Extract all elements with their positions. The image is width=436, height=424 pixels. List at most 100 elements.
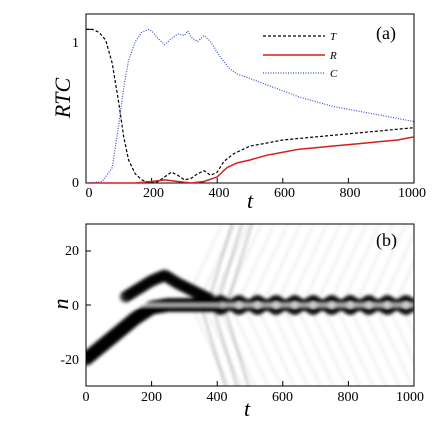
core-highlight (348, 303, 352, 307)
core-highlight (295, 303, 298, 307)
core-highlight (311, 303, 314, 307)
heatmap-b (86, 224, 414, 386)
core-highlight (230, 303, 233, 307)
radiation-streak (354, 224, 394, 306)
core-highlight (161, 303, 165, 307)
x-axis-label-b: t (244, 396, 251, 421)
core-highlight (151, 303, 155, 307)
core-highlight (216, 303, 220, 307)
axis-ticks-b (85, 250, 415, 386)
core-highlight (324, 303, 328, 307)
core-highlight (301, 303, 304, 307)
core-highlight (338, 303, 342, 307)
series-line-t (86, 28, 414, 183)
core-highlight (185, 303, 188, 307)
heat-blob (204, 293, 217, 306)
y-tick-label-b-neg20: -20 (60, 353, 79, 368)
radiation-streak (347, 304, 388, 386)
core-highlight (133, 303, 137, 307)
radiation-streak (242, 304, 283, 386)
x-tick-label-b-800: 800 (338, 390, 359, 405)
core-highlight (192, 303, 196, 307)
core-highlight (281, 303, 285, 307)
panel-a: 0 1 0 200 400 600 800 1000 RTC t (a) T R… (50, 13, 426, 213)
y-tick-label-a-0: 0 (72, 176, 79, 191)
panel-label-a: (a) (376, 23, 396, 44)
core-highlight (200, 303, 204, 307)
core-highlight (220, 303, 224, 307)
core-highlight (157, 303, 161, 307)
core-highlight (202, 303, 206, 307)
y-axis-label-a: RTC (50, 78, 75, 120)
core-highlight (250, 303, 253, 307)
core-highlight (177, 303, 180, 307)
radiation-streak (281, 304, 322, 386)
y-tick-label-a-1: 1 (72, 36, 79, 51)
core-highlight (330, 303, 334, 307)
core-highlight (409, 303, 413, 307)
core-highlight (228, 303, 231, 307)
radiation-streak (386, 304, 414, 365)
radiation-streak (275, 224, 316, 306)
core-highlight (401, 303, 405, 307)
core-highlight (315, 303, 318, 307)
x-tick-label-a-800: 800 (340, 186, 361, 201)
core-highlight (167, 303, 170, 307)
legend-label-c: C (330, 68, 338, 80)
core-highlight (269, 303, 273, 307)
core-highlight (191, 303, 194, 307)
core-highlight (259, 303, 263, 307)
core-highlight (372, 303, 375, 307)
core-highlight (291, 303, 294, 307)
core-highlight (210, 303, 214, 307)
core-highlight (246, 303, 249, 307)
x-tick-label-a-400: 400 (209, 186, 230, 201)
core-highlight (283, 303, 287, 307)
radiation-streak (393, 260, 414, 306)
core-highlight (364, 303, 367, 307)
core-highlight (309, 303, 312, 307)
core-highlight (313, 303, 316, 307)
core-highlight (187, 303, 190, 307)
radiation-ray (222, 304, 250, 386)
radiation-streak (249, 224, 289, 306)
core-highlight (405, 303, 409, 307)
core-highlight (139, 303, 143, 307)
core-highlight (322, 303, 326, 307)
radiation-streak (262, 224, 302, 306)
radiation-streak (301, 224, 342, 306)
x-tick-label-b-1000: 1000 (396, 390, 424, 405)
radiation-streak (268, 304, 309, 386)
core-highlight (179, 303, 182, 307)
x-tick-label-a-0: 0 (86, 186, 93, 201)
core-highlight (218, 303, 222, 307)
core-highlight (307, 303, 310, 307)
core-highlight (275, 303, 279, 307)
core-highlight (299, 303, 302, 307)
core-highlight (135, 303, 139, 307)
core-highlight (344, 303, 348, 307)
core-highlight (379, 303, 383, 307)
radiation-streak (308, 304, 348, 386)
core-highlight (393, 303, 397, 307)
radiation-streak (334, 304, 375, 386)
core-highlight (368, 303, 371, 307)
core-highlight (141, 303, 145, 307)
core-highlight (356, 303, 359, 307)
core-highlight (366, 303, 369, 307)
core-highlight (212, 303, 216, 307)
radiation-streak (196, 224, 237, 306)
panel-b: 20 0 -20 0 200 400 600 800 1000 n t (b) (48, 223, 424, 421)
core-highlight (411, 303, 414, 307)
core-highlight (208, 303, 212, 307)
core-highlight (395, 303, 399, 307)
core-highlight (222, 303, 226, 307)
core-highlight (234, 303, 237, 307)
core-highlight (389, 303, 393, 307)
core-highlight (143, 303, 147, 307)
radiation-streak (294, 304, 335, 386)
core-highlight (303, 303, 306, 307)
core-highlight (252, 303, 255, 307)
core-highlight (189, 303, 192, 307)
core-highlight (248, 303, 251, 307)
